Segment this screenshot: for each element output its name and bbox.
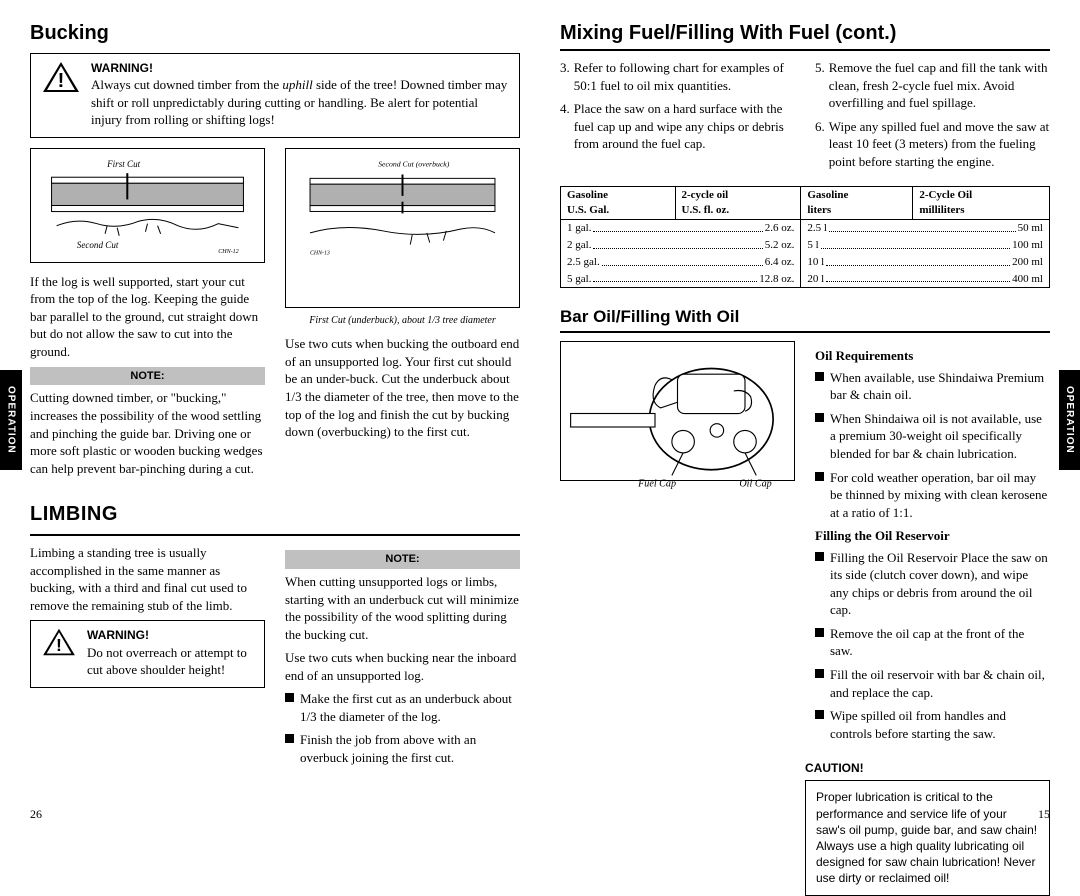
table-row: 1 gal.2.6 oz.2.5 l50 ml [561,219,1050,236]
limbing-heading: Limbing [30,501,520,528]
page-number-right: 15 [1038,806,1050,822]
para-limbing: Limbing a standing tree is usually accom… [30,544,265,614]
svg-text:Oil Cap: Oil Cap [739,479,771,490]
svg-text:Fuel Cap: Fuel Cap [637,479,676,490]
operation-tab-right: OPERATION [1059,370,1080,470]
caution-title: CAUTION! [805,760,1050,776]
fuel-heading: Mixing Fuel/Filling With Fuel (cont.) [560,20,1050,51]
step-item: 5.Remove the fuel cap and fill the tank … [815,59,1050,112]
warning-icon: ! [41,627,77,678]
bullet-item: When Shindaiwa oil is not available, use… [815,410,1050,463]
figure-overbuck: Second Cut (overbuck) CHN-13 [285,148,520,308]
limbing-warning: ! WARNING! Do not overreach or attempt t… [30,620,265,687]
bullet-item: Wipe spilled oil from handles and contro… [815,707,1050,742]
page-number-left: 26 [30,806,42,822]
warning-icon: ! [41,60,81,129]
bullet-item: When available, use Shindaiwa Premium ba… [815,369,1050,404]
svg-text:CHN-12: CHN-12 [218,249,239,255]
svg-text:CHN-13: CHN-13 [310,250,330,256]
caution-box: Proper lubrication is critical to the pe… [805,780,1050,895]
chainsaw-figure: Fuel Cap Oil Cap [560,341,795,481]
bullet-item: Remove the oil cap at the front of the s… [815,625,1050,660]
fuel-mix-table: GasolineU.S. Gal. 2-cycle oilU.S. fl. oz… [560,186,1050,288]
note-unsupported: When cutting unsupported logs or limbs, … [285,573,520,643]
table-row: 2.5 gal.6.4 oz.10 l200 ml [561,254,1050,271]
para-twocuts: Use two cuts when bucking the outboard e… [285,335,520,440]
note-bucking: Cutting downed timber, or "bucking," inc… [30,389,265,477]
note-bar: NOTE: [30,367,265,386]
bullet-item: Finish the job from above with an overbu… [285,731,520,766]
bullet-item: Filling the Oil Reservoir Place the saw … [815,549,1050,619]
svg-text:!: ! [58,70,65,92]
bucking-heading: Bucking [30,20,520,47]
bullet-item: For cold weather operation, bar oil may … [815,469,1050,522]
table-row: 5 gal.12.8 oz.20 l400 ml [561,271,1050,288]
bucking-warning: ! WARNING! Always cut downed timber from… [30,53,520,138]
svg-text:Second Cut (overbuck): Second Cut (overbuck) [378,160,450,169]
warning-body: Do not overreach or attempt to cut above… [87,645,247,678]
warning-body: Always cut downed timber from the uphill… [91,76,509,129]
right-page: Mixing Fuel/Filling With Fuel (cont.) 3.… [560,20,1050,814]
bullet-item: Make the first cut as an underbuck about… [285,690,520,725]
figure-first-cut: First Cut Second Cut CHN-12 [30,148,265,263]
svg-text:Second Cut: Second Cut [77,240,119,250]
operation-tab-left: OPERATION [0,370,22,470]
figure-caption-underbuck: First Cut (underbuck), about 1/3 tree di… [285,314,520,328]
warning-title: WARNING! [91,60,509,76]
svg-text:First Cut: First Cut [106,159,141,169]
bullet-item: Fill the oil reservoir with bar & chain … [815,666,1050,701]
fill-reservoir-heading: Filling the Oil Reservoir [815,527,1050,545]
table-row: 2 gal.5.2 oz.5 l100 ml [561,237,1050,254]
para-supported: If the log is well supported, start your… [30,273,265,361]
oil-requirements-heading: Oil Requirements [815,347,1050,365]
step-item: 4.Place the saw on a hard surface with t… [560,100,795,153]
step-item: 6.Wipe any spilled fuel and move the saw… [815,118,1050,171]
warning-title: WARNING! [87,627,254,643]
baroil-heading: Bar Oil/Filling With Oil [560,306,1050,333]
note-bar: NOTE: [285,550,520,569]
step-item: 3.Refer to following chart for examples … [560,59,795,94]
left-page: Bucking ! WARNING! Always cut downed tim… [30,20,520,814]
svg-text:!: ! [56,635,62,655]
para-twocuts-inboard: Use two cuts when bucking near the inboa… [285,649,520,684]
